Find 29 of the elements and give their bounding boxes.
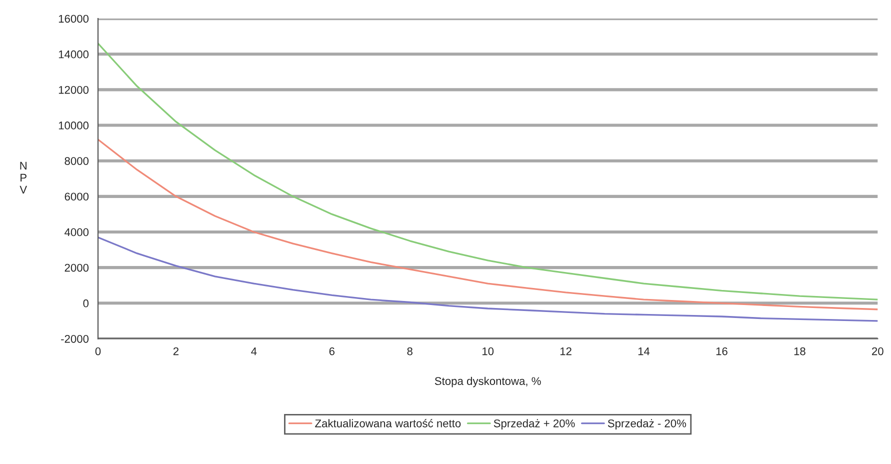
y-tick-label: 0 xyxy=(83,299,89,308)
y-tick-label: 2000 xyxy=(64,264,89,272)
line-series xyxy=(98,138,878,310)
y-tick-label: 8000 xyxy=(64,157,89,165)
x-tick-label: 2 xyxy=(173,347,179,356)
x-tick-label: 6 xyxy=(329,347,334,356)
x-tick-label: 12 xyxy=(560,347,572,356)
legend-label: Sprzedaż - 20% xyxy=(608,419,686,430)
y-tick-label: 4000 xyxy=(64,228,89,236)
x-tick-label: 20 xyxy=(872,347,884,356)
legend-label: Sprzedaż + 20% xyxy=(494,419,575,430)
line-series xyxy=(98,42,878,300)
x-tick-label: 14 xyxy=(638,347,650,356)
y-tick-label: 12000 xyxy=(58,86,89,94)
y-tick-label: 6000 xyxy=(64,192,89,201)
x-tick-label: 4 xyxy=(251,347,257,356)
x-tick-label: 18 xyxy=(794,347,806,356)
line-series xyxy=(98,236,878,322)
x-tick-label: 8 xyxy=(407,347,412,356)
x-tick-label: 0 xyxy=(95,347,101,356)
y-tick-label: -2000 xyxy=(61,334,89,343)
y-axis-title: N P V xyxy=(20,162,28,194)
y-tick-label: 16000 xyxy=(58,14,89,23)
x-tick-label: 10 xyxy=(482,347,494,356)
y-tick-label: 14000 xyxy=(58,50,89,58)
x-axis-title: Stopa dyskontowa, % xyxy=(434,376,541,388)
legend-label: Zaktualizowana wartość netto xyxy=(315,419,461,428)
y-tick-label: 10000 xyxy=(58,122,89,130)
x-tick-label: 16 xyxy=(716,347,728,356)
